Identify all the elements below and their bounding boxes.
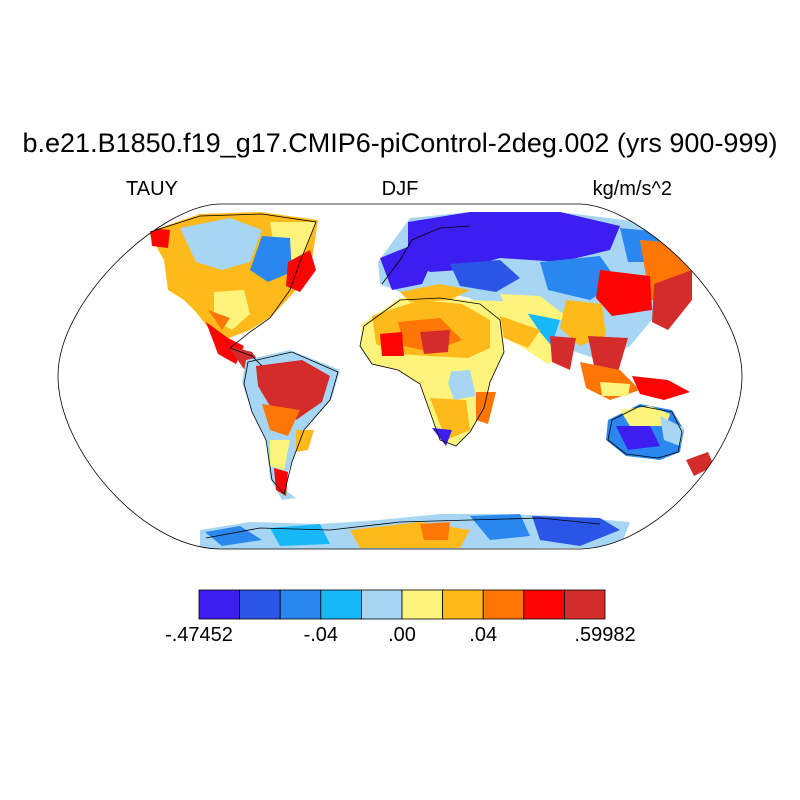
season-label: DJF: [381, 178, 419, 200]
colorbar-box-9: [523, 589, 565, 620]
antarctica-coastline: [205, 517, 601, 539]
north-america-field: [148, 212, 318, 372]
north-america-coastline: [149, 213, 317, 367]
africa-coastline: [359, 297, 505, 447]
southeast-asia-field: [580, 362, 690, 400]
plot-title: b.e21.B1850.f19_g17.CMIP6-piControl-2deg…: [22, 128, 778, 158]
colorbar-box-3: [279, 589, 322, 620]
colorbar-label: -.47452: [165, 624, 233, 646]
map-boundary: [57, 203, 743, 550]
africa-field: [360, 284, 504, 446]
colorbar-box-2: [239, 589, 281, 620]
colorbar-box-1: [198, 589, 240, 620]
colorbar-box-8: [482, 589, 525, 620]
australia-coastline: [607, 405, 683, 459]
colorbar-label: .04: [469, 624, 498, 646]
antarctica-field: [200, 514, 630, 549]
south-america-coastline: [243, 351, 339, 495]
colorbar-label: .00: [388, 624, 416, 646]
coastlines: [149, 213, 683, 539]
units-label: kg/m/s^2: [592, 178, 672, 200]
colorbar-box-5: [360, 589, 403, 620]
map-field: [148, 212, 714, 549]
colorbar-label: -.04: [303, 624, 339, 646]
colorbar-box-10: [564, 589, 606, 620]
colorbar-box-7: [442, 589, 484, 620]
colorbar: [198, 589, 606, 620]
australia-field: [606, 404, 714, 476]
colorbar-box-6: [401, 589, 443, 620]
colorbar-label: .59982: [574, 624, 636, 646]
south-america-field: [242, 350, 340, 500]
europe-coastline: [381, 225, 471, 285]
colorbar-box-4: [320, 589, 362, 620]
variable-label: TAUY: [126, 178, 178, 200]
